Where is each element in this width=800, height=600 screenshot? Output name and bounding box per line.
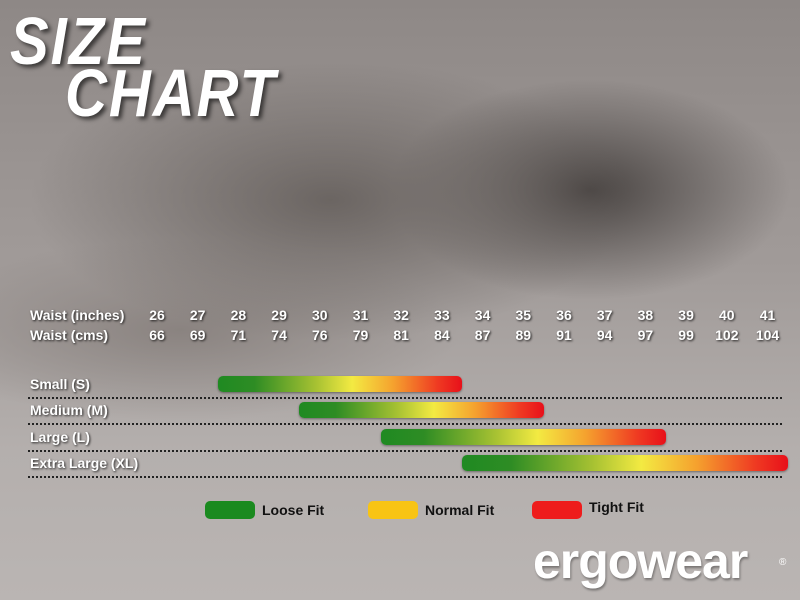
size-range-bar <box>299 402 544 418</box>
title-line-2: CHART <box>65 55 277 131</box>
waist-cm-value: 69 <box>189 327 206 343</box>
waist-inch-value: 34 <box>474 307 491 323</box>
size-label: Medium (M) <box>30 402 108 418</box>
waist-inch-value: 27 <box>189 307 206 323</box>
waist-inch-value: 38 <box>637 307 654 323</box>
waist-inch-value: 37 <box>596 307 613 323</box>
waist-cm-value: 84 <box>434 327 450 343</box>
waist-cm-value: 71 <box>230 327 247 343</box>
row-divider <box>28 476 782 478</box>
legend-label: Tight Fit <box>589 499 644 515</box>
row-divider <box>28 423 782 425</box>
waist-cm-value: 94 <box>596 327 613 343</box>
waist-inch-value: 28 <box>230 307 247 323</box>
size-label: Extra Large (XL) <box>30 455 139 471</box>
waist-cm-value: 104 <box>755 327 780 343</box>
waist-cm-value: 81 <box>393 327 409 343</box>
waist-cm-value: 97 <box>637 327 654 343</box>
waist-inch-value: 33 <box>434 307 450 323</box>
waist-cm-value: 87 <box>474 327 491 343</box>
waist-cm-value: 91 <box>556 327 572 343</box>
row-divider <box>28 450 782 452</box>
waist-inch-value: 35 <box>515 307 532 323</box>
waist-inch-value: 29 <box>271 307 287 323</box>
waist-cms-label: Waist (cms) <box>30 327 109 343</box>
size-range-bar <box>462 455 788 471</box>
size-label: Small (S) <box>30 376 90 392</box>
waist-cm-value: 89 <box>515 327 532 343</box>
row-divider <box>28 397 782 399</box>
size-range-bar <box>218 376 463 392</box>
legend-swatch <box>532 501 582 519</box>
registered-mark: ® <box>779 557 787 568</box>
waist-inch-value: 41 <box>759 307 776 323</box>
waist-cm-value: 79 <box>352 327 369 343</box>
waist-inch-value: 36 <box>556 307 572 323</box>
waist-inch-value: 30 <box>312 307 328 323</box>
waist-inch-value: 31 <box>352 307 369 323</box>
ergowear-logo: ergowear <box>533 533 748 589</box>
size-chart-title: SIZE CHART <box>10 3 277 127</box>
waist-inch-value: 32 <box>393 307 409 323</box>
waist-inch-value: 40 <box>719 307 735 323</box>
waist-cm-value: 76 <box>312 327 328 343</box>
waist-cm-value: 74 <box>271 327 287 343</box>
waist-cm-value: 102 <box>715 327 739 343</box>
waist-cm-value: 66 <box>149 327 165 343</box>
waist-inch-value: 39 <box>678 307 694 323</box>
legend-label: Loose Fit <box>262 502 325 518</box>
waist-inch-value: 26 <box>149 307 165 323</box>
waist-cm-value: 99 <box>678 327 694 343</box>
size-label: Large (L) <box>30 429 90 445</box>
legend-swatch <box>205 501 255 519</box>
waist-inches-label: Waist (inches) <box>30 307 125 323</box>
size-range-bar <box>380 429 666 445</box>
legend-swatch <box>368 501 418 519</box>
title-line-1: SIZE <box>10 3 147 79</box>
legend-label: Normal Fit <box>425 502 495 518</box>
